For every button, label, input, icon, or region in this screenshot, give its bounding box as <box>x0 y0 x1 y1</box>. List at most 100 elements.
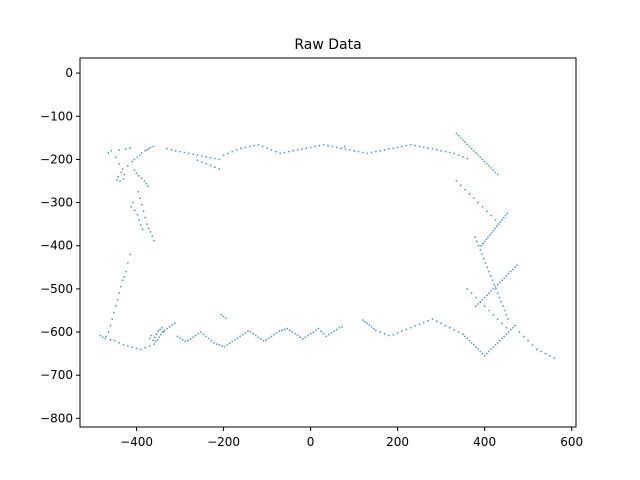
data-point <box>133 209 136 212</box>
data-point <box>305 147 308 150</box>
data-point <box>466 157 469 160</box>
data-point <box>498 296 501 299</box>
data-point <box>123 173 126 176</box>
data-point <box>296 334 299 337</box>
data-point <box>484 262 487 264</box>
data-point <box>154 340 157 343</box>
data-point <box>283 151 286 154</box>
data-point <box>240 147 242 150</box>
data-point <box>249 331 252 333</box>
data-point <box>488 164 490 167</box>
data-point <box>453 152 456 155</box>
data-point <box>361 151 364 154</box>
data-point <box>503 335 506 338</box>
y-axis-ticks: 0 −100 −200 −300 −400 −500 −600 −700 −800 <box>40 66 80 425</box>
data-point <box>244 332 247 334</box>
data-point <box>331 145 334 148</box>
data-point <box>118 292 121 295</box>
data-point <box>357 150 360 153</box>
data-point <box>309 332 312 335</box>
y-tick-label: −200 <box>40 152 73 166</box>
data-point <box>110 149 113 152</box>
x-tick-label: 400 <box>473 435 496 449</box>
data-point <box>475 296 477 299</box>
data-point <box>147 147 150 150</box>
data-point <box>233 338 236 341</box>
data-point <box>322 143 325 146</box>
data-point <box>144 149 147 152</box>
data-point <box>340 147 342 150</box>
data-point <box>317 327 320 330</box>
y-tick-label: −600 <box>40 325 73 339</box>
data-point <box>453 328 456 331</box>
data-point <box>121 279 124 282</box>
data-point <box>153 336 156 339</box>
data-point <box>129 147 131 150</box>
data-point <box>312 331 315 333</box>
data-point <box>494 171 497 174</box>
data-point <box>270 335 273 338</box>
data-point <box>140 177 143 180</box>
data-point <box>553 357 556 359</box>
data-point <box>475 240 478 243</box>
data-point <box>296 149 299 151</box>
data-point <box>481 242 484 245</box>
data-point <box>501 337 503 340</box>
data-point <box>116 179 118 182</box>
data-point <box>241 333 244 336</box>
data-point <box>222 315 225 318</box>
y-tick-label: −100 <box>40 109 73 123</box>
data-point <box>457 154 460 157</box>
data-point <box>531 344 534 346</box>
data-point <box>215 343 218 346</box>
data-point <box>338 326 341 329</box>
data-point <box>488 309 490 312</box>
data-point <box>287 150 290 153</box>
data-point <box>122 177 125 180</box>
data-point <box>152 145 154 148</box>
data-point <box>107 331 110 333</box>
data-point <box>493 283 496 286</box>
data-point <box>500 300 503 303</box>
data-point <box>505 275 508 277</box>
data-point <box>325 335 328 338</box>
data-point <box>477 154 480 157</box>
data-point <box>370 325 373 328</box>
data-point <box>505 313 508 316</box>
data-point <box>455 132 458 135</box>
data-point <box>470 341 473 344</box>
data-point <box>475 346 477 349</box>
data-point <box>496 283 499 286</box>
data-point <box>146 149 148 151</box>
data-point <box>435 320 438 323</box>
data-point <box>535 348 538 351</box>
data-point <box>205 162 208 165</box>
data-point <box>396 146 399 149</box>
data-point <box>131 346 134 349</box>
data-point <box>158 336 161 339</box>
data-point <box>192 153 195 156</box>
data-point <box>477 244 480 247</box>
data-point <box>227 152 229 155</box>
data-point <box>176 335 179 338</box>
data-point <box>330 332 333 334</box>
data-point <box>145 182 148 185</box>
data-point <box>101 336 104 339</box>
data-point <box>179 150 181 153</box>
data-point <box>401 330 403 333</box>
data-point <box>505 333 508 336</box>
data-point <box>374 150 377 153</box>
data-point <box>189 338 192 340</box>
data-point <box>260 338 262 340</box>
data-point <box>118 149 121 151</box>
data-point <box>483 296 486 299</box>
data-point <box>512 326 514 329</box>
data-point <box>507 331 510 333</box>
data-point <box>160 326 163 329</box>
data-point <box>161 331 164 333</box>
data-point <box>496 341 499 344</box>
data-point <box>151 235 154 238</box>
data-point <box>499 221 502 223</box>
data-point <box>304 336 307 339</box>
data-point <box>236 337 239 339</box>
